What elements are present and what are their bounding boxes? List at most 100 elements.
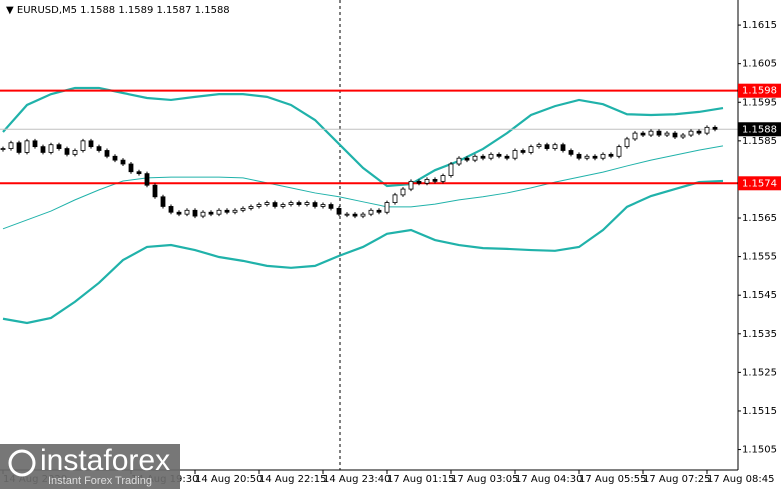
candle-body bbox=[528, 146, 534, 153]
candle-body bbox=[240, 207, 246, 211]
candle-body bbox=[368, 209, 374, 215]
candle-body bbox=[168, 206, 174, 213]
watermark-brand: instaforex bbox=[40, 444, 170, 477]
band-upper bbox=[2, 86, 724, 188]
candle-body bbox=[256, 204, 262, 207]
candle-body bbox=[648, 130, 654, 136]
y-tick-label: 1.1525 bbox=[742, 367, 777, 378]
candle-body bbox=[32, 140, 38, 148]
x-tick-label: 17 Aug 04:30 bbox=[515, 474, 582, 485]
candle-body bbox=[264, 202, 270, 205]
candle-body bbox=[624, 138, 630, 148]
candle-body bbox=[144, 173, 150, 186]
level-label-bg bbox=[738, 83, 781, 98]
candle-body bbox=[616, 146, 622, 157]
y-tick-label: 1.1565 bbox=[742, 213, 777, 224]
band-lower bbox=[2, 179, 724, 325]
y-tick-label: 1.1605 bbox=[742, 59, 777, 70]
title-text: EURUSD,M5 1.1588 1.1589 1.1587 1.1588 bbox=[17, 5, 230, 16]
axes: 1.1615 1.1605 1.1595 1.1585 1.1565 1.1555 1.15… bbox=[2, 20, 781, 485]
candle-body bbox=[608, 153, 614, 157]
candle-body bbox=[392, 194, 398, 203]
candle-body bbox=[184, 209, 190, 215]
candle-body bbox=[344, 213, 350, 216]
x-tick-label: 17 Aug 08:45 bbox=[707, 474, 774, 485]
candle-body bbox=[424, 179, 430, 184]
candle-body bbox=[328, 204, 334, 209]
last-price-bg bbox=[738, 122, 781, 137]
candle-body bbox=[96, 146, 102, 151]
candle-body bbox=[8, 142, 14, 149]
candle-body bbox=[504, 155, 510, 159]
candle-body bbox=[536, 144, 542, 148]
candle-body bbox=[192, 209, 198, 217]
candle-body bbox=[592, 155, 598, 159]
candle-body bbox=[704, 126, 710, 134]
x-tick-label: 14 Aug 20:50 bbox=[195, 474, 262, 485]
candle-body bbox=[712, 126, 718, 130]
chart-title: ▼ EURUSD,M5 1.1588 1.1589 1.1587 1.1588 bbox=[6, 5, 230, 16]
candle-body bbox=[408, 180, 414, 190]
level-label: 1.1598 bbox=[742, 86, 777, 97]
candle-body bbox=[88, 140, 94, 148]
y-tick-label: 1.1585 bbox=[742, 136, 777, 147]
watermark-box bbox=[0, 444, 180, 489]
candle-body bbox=[176, 211, 182, 215]
candle-body bbox=[152, 184, 158, 198]
candle-body bbox=[416, 180, 422, 184]
candle-body bbox=[640, 132, 646, 136]
candle-body bbox=[448, 163, 454, 176]
y-tick-label: 1.1505 bbox=[742, 445, 777, 456]
candle-body bbox=[224, 209, 230, 213]
candle-body bbox=[0, 148, 6, 150]
band-middle bbox=[2, 145, 724, 230]
candle-body bbox=[280, 204, 286, 207]
x-tick-label: 17 Aug 01:15 bbox=[387, 474, 454, 485]
x-tick-label: 17 Aug 07:25 bbox=[643, 474, 710, 485]
candle-body bbox=[64, 148, 70, 155]
candle-body bbox=[360, 213, 366, 217]
candle-body bbox=[120, 159, 126, 165]
y-tick-label: 1.1595 bbox=[742, 97, 777, 108]
candle-body bbox=[72, 150, 78, 155]
watermark-logo bbox=[8, 449, 36, 477]
candle-body bbox=[16, 142, 22, 153]
candle-body bbox=[336, 207, 342, 215]
candle-body bbox=[376, 209, 382, 213]
candle-body bbox=[464, 157, 470, 161]
candle-body bbox=[672, 132, 678, 138]
y-tick-label: 1.1515 bbox=[742, 406, 777, 417]
candle-body bbox=[400, 188, 406, 196]
candle-body bbox=[568, 150, 574, 155]
candle-body bbox=[584, 155, 590, 159]
candle-body bbox=[688, 130, 694, 136]
candle-body bbox=[472, 155, 478, 161]
candle-body bbox=[520, 150, 526, 153]
candle-body bbox=[456, 157, 462, 165]
candle-body bbox=[48, 144, 54, 153]
candle-body bbox=[632, 132, 638, 140]
candle-body bbox=[160, 196, 166, 207]
candle-body bbox=[216, 209, 222, 215]
candle-body bbox=[232, 209, 238, 213]
candle-body bbox=[272, 202, 278, 207]
level-label-bg bbox=[738, 176, 781, 191]
candle-body bbox=[320, 204, 326, 207]
candle-body bbox=[104, 150, 110, 157]
x-tick-label: 14 Aug 23:40 bbox=[323, 474, 390, 485]
candle-body bbox=[488, 153, 494, 159]
candle-body bbox=[680, 134, 686, 138]
candle-body bbox=[296, 202, 302, 205]
level-label: 1.1574 bbox=[742, 178, 777, 189]
last-price-label: 1.1588 bbox=[742, 124, 777, 135]
candle-body bbox=[384, 202, 390, 213]
candle-body bbox=[288, 202, 294, 205]
y-tick-label: 1.1535 bbox=[742, 329, 777, 340]
y-tick-label: 1.1555 bbox=[742, 252, 777, 263]
y-tick-label: 1.1545 bbox=[742, 290, 777, 301]
x-tick-label: 14 Aug 22:15 bbox=[259, 474, 326, 485]
candle-body bbox=[496, 153, 502, 157]
candle-body bbox=[56, 144, 62, 149]
